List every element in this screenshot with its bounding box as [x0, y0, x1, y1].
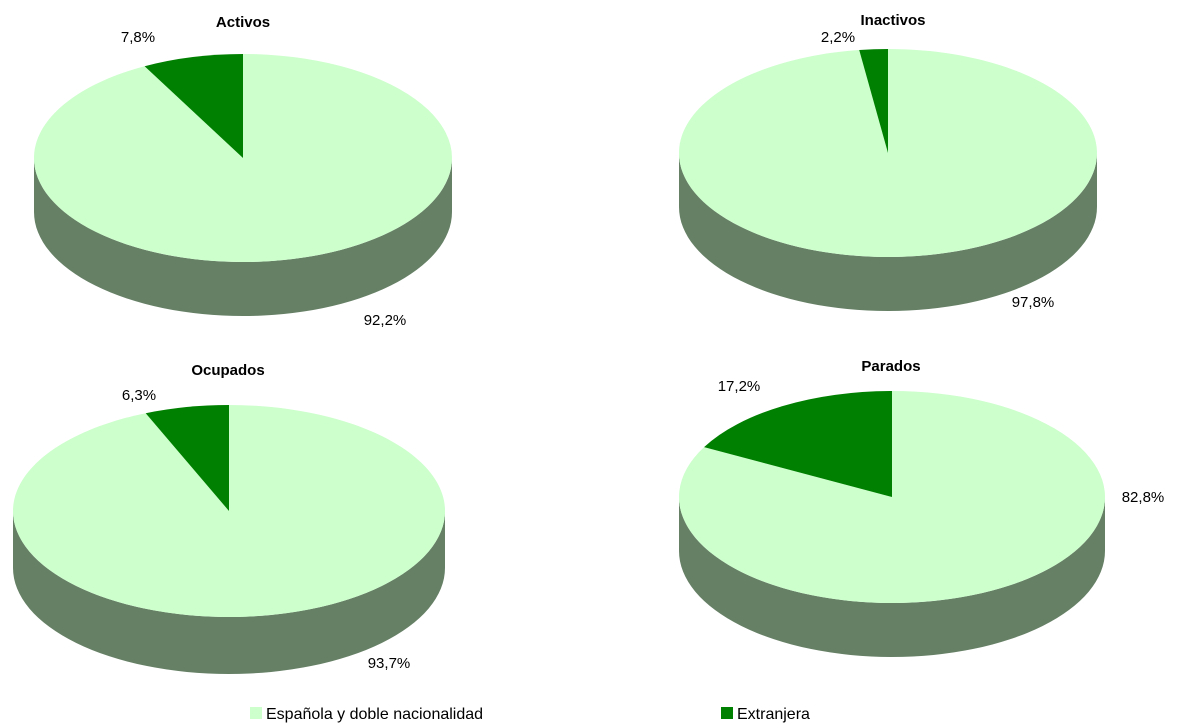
label-ocupados-extranjera: 6,3% — [122, 387, 156, 404]
chart-title-activos: Activos — [216, 14, 270, 31]
label-inactivos-extranjera: 2,2% — [821, 29, 855, 46]
label-parados-espanola: 82,8% — [1122, 489, 1165, 506]
pie-chart-ocupados: Ocupados 6,3% 93,7% — [13, 362, 446, 674]
pie-slice-inactivos-espanola — [678, 49, 1097, 257]
pie-body-activos — [33, 54, 452, 316]
legend-swatch-espanola — [250, 707, 262, 719]
label-ocupados-espanola: 93,7% — [368, 655, 411, 672]
legend: Española y doble nacionalidad Extranjera — [250, 706, 810, 723]
label-inactivos-espanola: 97,8% — [1012, 294, 1055, 311]
legend-label-extranjera: Extranjera — [737, 706, 810, 723]
pie-side-ocupados — [13, 511, 445, 674]
pie-body-ocupados — [13, 405, 446, 674]
pie-chart-parados: Parados 17,2% 82,8% — [679, 358, 1164, 657]
pie-side-activos — [34, 158, 452, 316]
pie-side-inactivos — [679, 153, 1097, 311]
chart-title-parados: Parados — [861, 358, 920, 375]
pie-body-inactivos — [678, 49, 1097, 311]
legend-label-espanola: Española y doble nacionalidad — [266, 706, 483, 723]
chart-title-ocupados: Ocupados — [191, 362, 264, 379]
pie-slice-inactivos-extranjera — [859, 49, 888, 153]
pie-slice-activos-extranjera — [144, 54, 243, 158]
pie-slice-parados-espanola — [679, 391, 1106, 604]
chart-title-inactivos: Inactivos — [860, 12, 925, 29]
label-parados-extranjera: 17,2% — [718, 378, 761, 395]
legend-swatch-extranjera — [721, 707, 733, 719]
label-activos-espanola: 92,2% — [364, 312, 407, 329]
label-activos-extranjera: 7,8% — [121, 29, 155, 46]
pie-slice-ocupados-extranjera — [145, 405, 229, 511]
pie-body-parados — [679, 391, 1106, 657]
pie-slice-activos-espanola — [33, 54, 452, 262]
pie-chart-inactivos: Inactivos 2,2% 97,8% — [678, 12, 1097, 311]
pie-slice-parados-extranjera — [704, 391, 892, 497]
pie-chart-activos: Activos 7,8% 92,2% — [33, 14, 452, 329]
pie-slice-ocupados-espanola — [13, 405, 446, 617]
pie-side-parados — [679, 497, 1105, 657]
